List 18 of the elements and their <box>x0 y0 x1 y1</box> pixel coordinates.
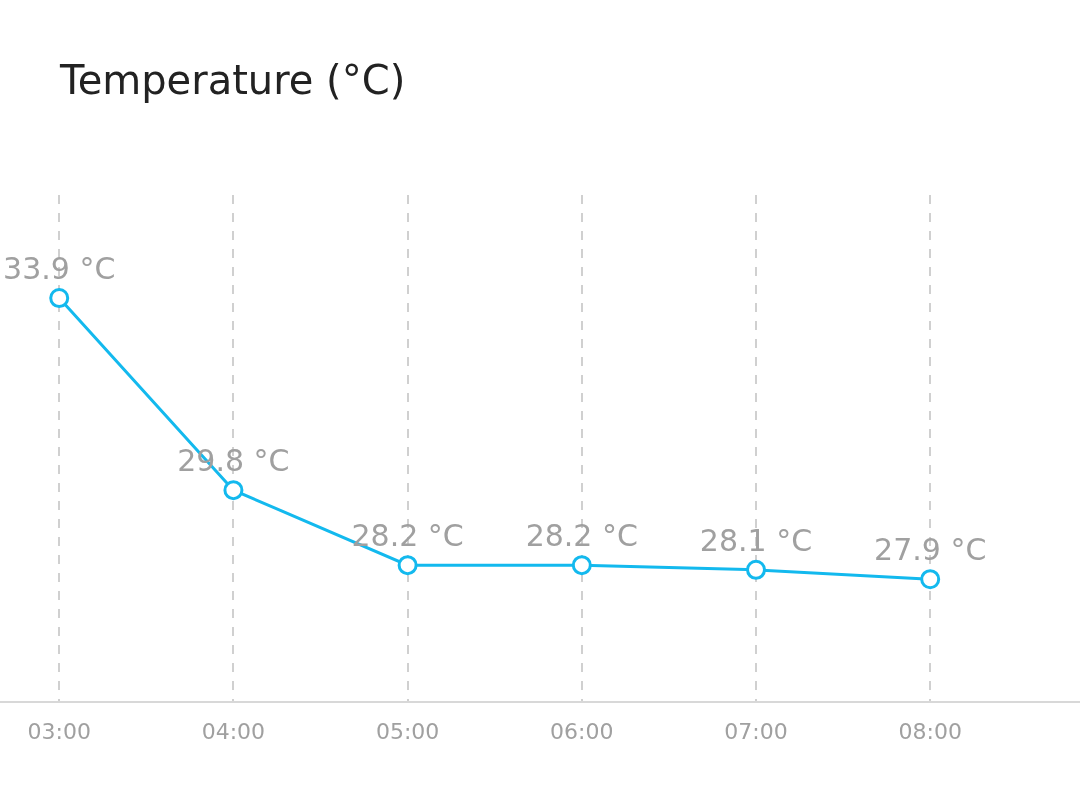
x-tick-label: 04:00 <box>201 719 266 745</box>
point <box>49 288 70 309</box>
x-tick-label: 03:00 <box>27 719 91 745</box>
point <box>223 480 244 501</box>
chart-title: Temperature (°C) <box>59 57 406 104</box>
x-tick-label: 05:00 <box>375 719 440 745</box>
point <box>746 559 766 580</box>
data-label: 27.9 °C <box>874 532 987 568</box>
point <box>920 569 941 590</box>
x-tick-label: 07:00 <box>724 719 788 745</box>
data-label: 28.2 °C <box>525 518 638 554</box>
data-label: 33.9 °C <box>3 250 116 286</box>
point <box>571 555 592 576</box>
x-tick-label: 06:00 <box>550 719 614 745</box>
point <box>397 555 418 576</box>
x-tick-label: 08:00 <box>898 719 962 745</box>
data-label: 28.1 °C <box>699 522 813 558</box>
data-label: 28.2 °C <box>351 518 464 554</box>
